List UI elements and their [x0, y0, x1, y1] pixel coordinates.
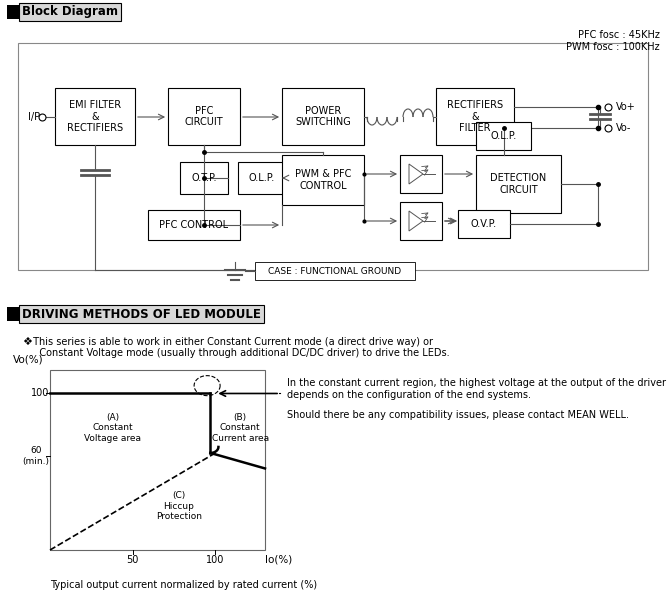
Text: PWM & PFC
CONTROL: PWM & PFC CONTROL — [295, 169, 351, 191]
Text: O.L.P.: O.L.P. — [490, 131, 517, 141]
Text: EMI FILTER
&
RECTIFIERS: EMI FILTER & RECTIFIERS — [67, 100, 123, 133]
Text: Block Diagram: Block Diagram — [22, 5, 118, 18]
Text: Vo-: Vo- — [616, 123, 631, 133]
Bar — [255, 262, 415, 280]
Text: ❖: ❖ — [22, 337, 32, 347]
Text: Typical output current normalized by rated current (%): Typical output current normalized by rat… — [50, 580, 317, 590]
Text: O.V.P.: O.V.P. — [471, 219, 497, 229]
Text: PFC fosc : 45KHz
PWM fosc : 100KHz: PFC fosc : 45KHz PWM fosc : 100KHz — [566, 30, 660, 51]
Bar — [7, 5, 19, 19]
Bar — [400, 155, 442, 193]
Bar — [476, 155, 561, 213]
Bar — [436, 88, 514, 145]
Text: (C)
Hiccup
Protection: (C) Hiccup Protection — [156, 491, 202, 521]
Text: depends on the configuration of the end systems.: depends on the configuration of the end … — [287, 390, 531, 400]
Text: PFC CONTROL: PFC CONTROL — [159, 220, 228, 230]
Text: DRIVING METHODS OF LED MODULE: DRIVING METHODS OF LED MODULE — [22, 307, 261, 321]
Text: CASE : FUNCTIONAL GROUND: CASE : FUNCTIONAL GROUND — [269, 266, 401, 276]
Bar — [282, 88, 364, 145]
Bar — [238, 162, 286, 194]
Text: 100: 100 — [206, 555, 224, 565]
Text: Should there be any compatibility issues, please contact MEAN WELL.: Should there be any compatibility issues… — [287, 410, 629, 420]
Bar — [55, 88, 135, 145]
Text: PFC
CIRCUIT: PFC CIRCUIT — [185, 106, 223, 127]
Text: This series is able to work in either Constant Current mode (a direct drive way): This series is able to work in either Co… — [30, 337, 433, 347]
Bar — [476, 122, 531, 150]
Bar — [400, 202, 442, 240]
Bar — [458, 210, 510, 238]
Bar — [50, 370, 265, 550]
Text: O.T.P.: O.T.P. — [191, 173, 217, 183]
Text: I/P: I/P — [28, 112, 40, 122]
Bar — [180, 162, 228, 194]
Bar — [18, 43, 648, 270]
Text: O.L.P.: O.L.P. — [249, 173, 275, 183]
Bar — [282, 155, 364, 205]
Bar — [148, 210, 240, 240]
Text: (B)
Constant
Current area: (B) Constant Current area — [212, 413, 269, 443]
Text: RECTIFIERS
&
FILTER: RECTIFIERS & FILTER — [447, 100, 503, 133]
Text: 50: 50 — [127, 555, 139, 565]
Bar — [7, 307, 19, 321]
Text: DETECTION
CIRCUIT: DETECTION CIRCUIT — [490, 173, 547, 195]
Text: 60
(min.): 60 (min.) — [23, 447, 50, 466]
Text: Io(%): Io(%) — [265, 555, 293, 565]
Text: POWER
SWITCHING: POWER SWITCHING — [295, 106, 351, 127]
Text: Vo+: Vo+ — [616, 102, 636, 112]
Text: (A)
Constant
Voltage area: (A) Constant Voltage area — [84, 413, 141, 443]
Text: Vo(%): Vo(%) — [13, 355, 44, 365]
Text: In the constant current region, the highest voltage at the output of the driver: In the constant current region, the high… — [287, 378, 666, 388]
Bar — [168, 88, 240, 145]
Text: 100: 100 — [31, 389, 49, 398]
Text: Constant Voltage mode (usually through additional DC/DC driver) to drive the LED: Constant Voltage mode (usually through a… — [30, 348, 450, 358]
